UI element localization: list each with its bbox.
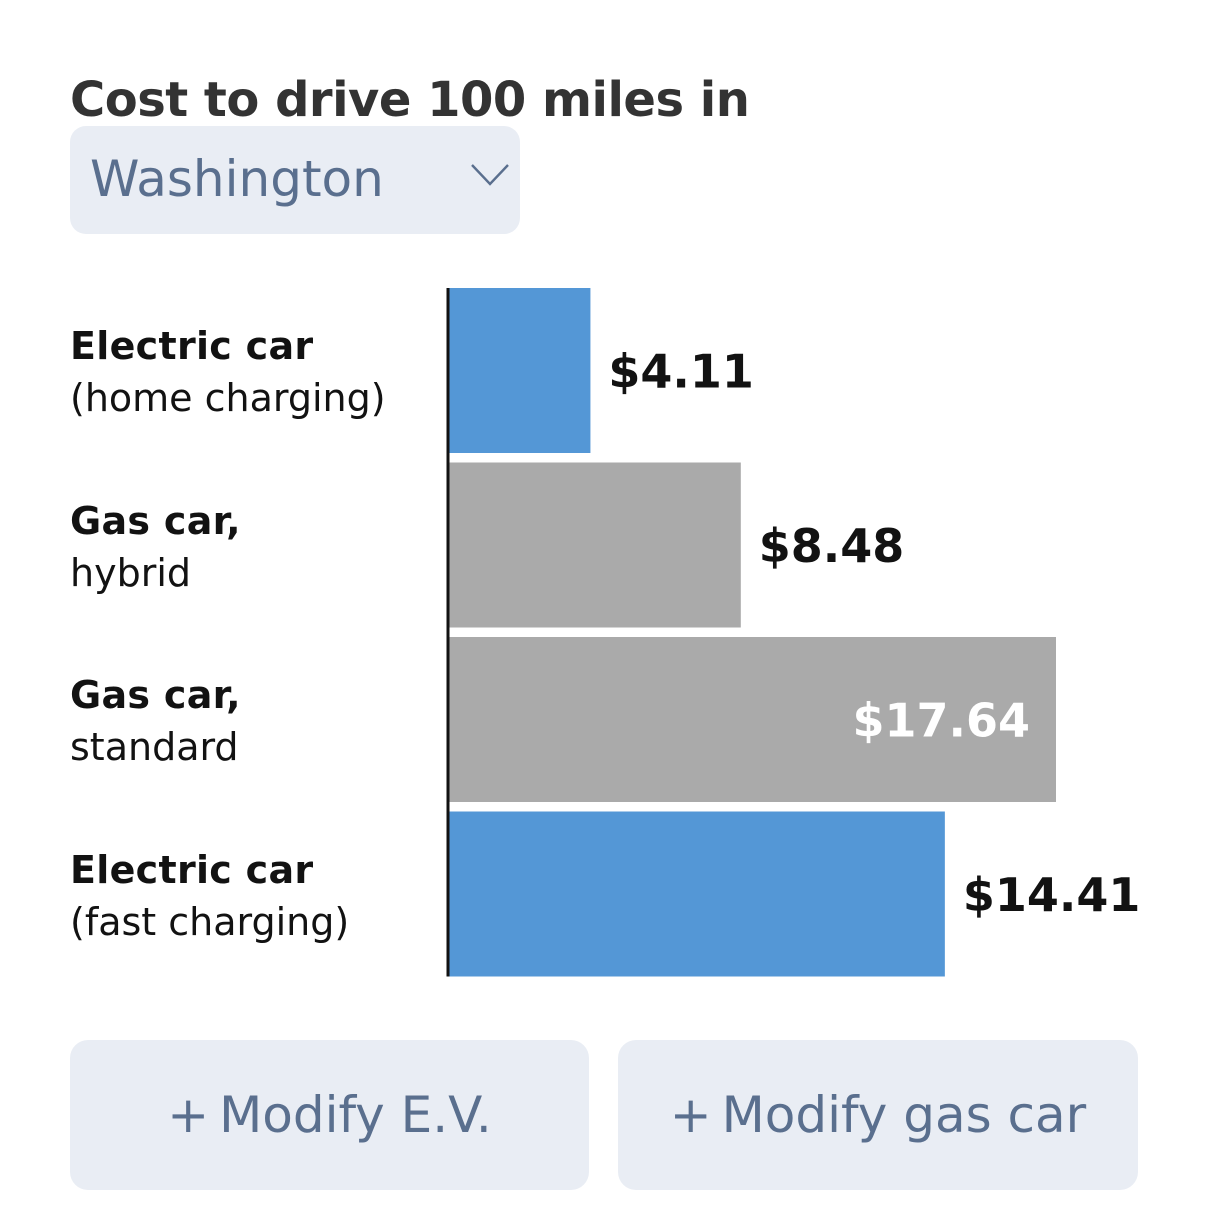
bar-value-label: $14.41 [963,868,1141,922]
row-label-subtitle: (home charging) [70,376,386,420]
row-label-subtitle: hybrid [70,551,191,595]
row-label-title: Electric car [70,848,314,892]
modify-gas-car-label: Modify gas car [721,1086,1087,1144]
bar-value-label: $8.48 [759,519,905,573]
row-label-subtitle: (fast charging) [70,900,350,944]
row-label-gas-hybrid: Gas car, hybrid [70,495,241,599]
cost-bar-chart: $4.11 $8.48 $17.64 $14.41 [446,288,1141,977]
bar-value-label: $4.11 [608,345,754,399]
modify-gas-car-button[interactable]: + Modify gas car [618,1040,1138,1190]
row-label-ev-fast: Electric car (fast charging) [70,844,349,948]
plus-icon: + [669,1086,712,1144]
row-label-subtitle: standard [70,725,239,769]
bar-1 [449,462,741,628]
bar-2 [449,637,1056,802]
row-label-title: Gas car, [70,673,241,717]
row-label-gas-standard: Gas car, standard [70,669,241,773]
row-label-ev-home: Electric car (home charging) [70,320,386,424]
row-label-title: Gas car, [70,499,241,543]
plus-icon: + [167,1086,210,1144]
modify-ev-label: Modify E.V. [219,1086,492,1144]
cost-chart: $4.11 $8.48 $17.64 $14.41 Electric car (hom… [70,288,1141,977]
state-select-value: Washington [90,150,384,208]
bar-3 [449,811,945,977]
bar-value-label: $17.64 [852,694,1030,748]
modify-ev-button[interactable]: + Modify E.V. [70,1040,589,1190]
chevron-down-icon[interactable] [470,162,510,188]
bar-0 [449,288,591,453]
row-label-title: Electric car [70,324,314,368]
state-select[interactable]: Washington [70,126,520,234]
page-title: Cost to drive 100 miles in [70,72,750,128]
